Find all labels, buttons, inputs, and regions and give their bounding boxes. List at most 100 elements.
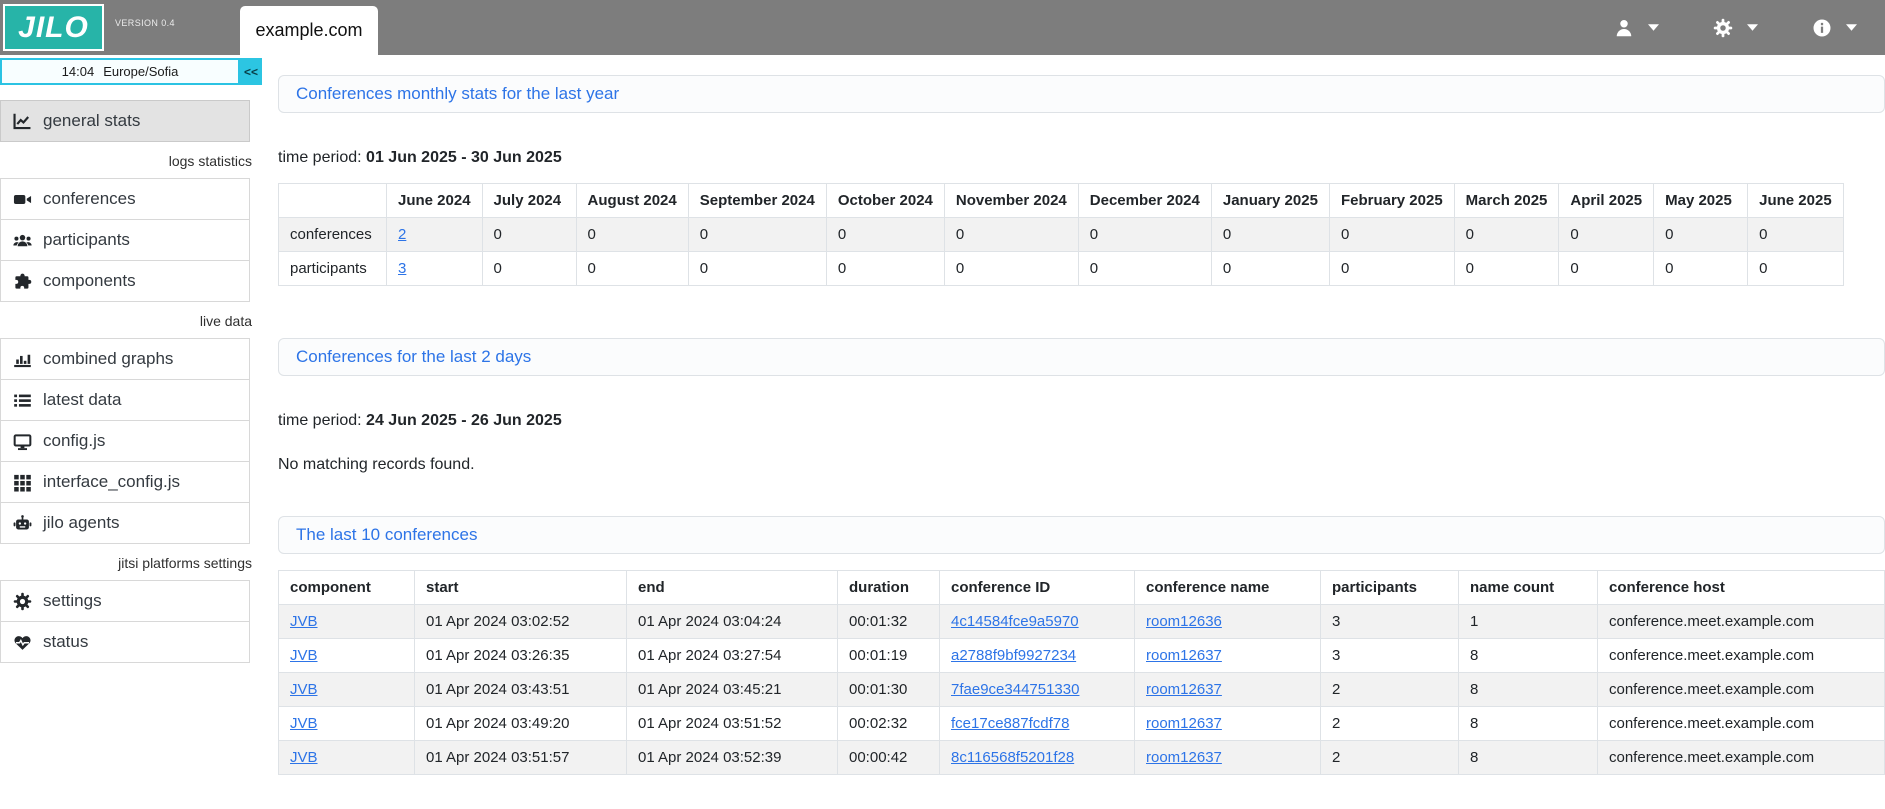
stat-cell: 3 [386,251,483,286]
component-link[interactable]: JVB [290,613,318,630]
conference-id-link[interactable]: 4c14584fce9a5970 [951,613,1079,630]
stat-cell: 0 [1653,217,1749,252]
stat-cell: 0 [1453,251,1560,286]
sidebar-item-latest-data[interactable]: latest data [0,379,250,421]
sidebar-item-components[interactable]: components [0,260,250,302]
column-header: January 2025 [1210,183,1330,218]
sidebar-item-combined-graphs[interactable]: combined graphs [0,338,250,380]
app-logo-text: JILO [18,10,89,44]
stat-cell: 0 [687,251,827,286]
platform-tab[interactable]: example.com [240,6,378,55]
cell: JVB [278,740,415,775]
cell: 01 Apr 2024 03:02:52 [414,604,627,639]
column-header: February 2025 [1328,183,1455,218]
sidebar-item-interface-config-js[interactable]: interface_config.js [0,461,250,503]
table-row: JVB 01 Apr 2024 03:51:57 01 Apr 2024 03:52… [278,740,1885,775]
table-row: JVB 01 Apr 2024 03:43:51 01 Apr 2024 03:45… [278,672,1885,707]
stat-cell: 0 [1328,217,1455,252]
cell: JVB [278,672,415,707]
gear-icon [13,592,32,610]
cell: 1 [1458,604,1598,639]
puzzle-icon [15,273,32,289]
table-row: participants 3 0 0 0 0 0 0 0 0 0 0 0 0 [278,251,1844,286]
conference-name-link[interactable]: room12636 [1146,613,1222,630]
column-header: September 2024 [687,183,827,218]
cell: room12637 [1134,706,1321,741]
column-header: June 2024 [386,183,483,218]
cell: 3 [1320,638,1459,673]
table-row: JVB 01 Apr 2024 03:49:20 01 Apr 2024 03:51… [278,706,1885,741]
info-menu[interactable] [1812,18,1857,38]
cell: JVB [278,638,415,673]
grid-icon [14,474,31,492]
component-link[interactable]: JVB [290,681,318,698]
cell: 01 Apr 2024 03:51:57 [414,740,627,775]
sidebar-collapse-button[interactable]: << [240,58,262,85]
cell: JVB [278,604,415,639]
robot-icon [13,514,32,529]
sidebar-item-config-js[interactable]: config.js [0,420,250,462]
stat-cell: 0 [1747,251,1844,286]
cell: 01 Apr 2024 03:27:54 [626,638,838,673]
conference-name-link[interactable]: room12637 [1146,715,1222,732]
video-icon [13,194,32,204]
bar-chart-icon [14,354,31,367]
cell: 3 [1320,604,1459,639]
component-link[interactable]: JVB [290,715,318,732]
cell: 01 Apr 2024 03:45:21 [626,672,838,707]
sidebar-item-status[interactable]: status [0,621,250,663]
conference-name-link[interactable]: room12637 [1146,647,1222,664]
conferences-count-link[interactable]: 2 [398,226,407,243]
conference-name-link[interactable]: room12637 [1146,749,1222,766]
conference-id-link[interactable]: 8c116568f5201f28 [951,749,1075,766]
sidebar-item-participants[interactable]: participants [0,219,250,261]
participants-count-link[interactable]: 3 [398,260,407,277]
cell: 01 Apr 2024 03:04:24 [626,604,838,639]
component-link[interactable]: JVB [290,749,318,766]
stat-cell: 0 [1653,251,1749,286]
column-header: December 2024 [1077,183,1212,218]
settings-menu[interactable] [1713,18,1758,38]
conference-id-link[interactable]: a2788f9bf9927234 [951,647,1077,664]
conference-id-link[interactable]: fce17ce887fcdf78 [951,715,1070,732]
conference-name-link[interactable]: room12637 [1146,681,1222,698]
column-header: end [626,570,838,605]
cell: room12637 [1134,638,1321,673]
monthly-stats-title: Conferences monthly stats for the last y… [296,84,620,103]
stat-cell: 0 [1077,217,1212,252]
stat-cell: 0 [1558,217,1655,252]
cell: 8 [1458,740,1598,775]
user-menu[interactable] [1614,18,1659,38]
info-icon [1813,19,1831,36]
cell: 8 [1458,706,1598,741]
stat-cell: 2 [386,217,483,252]
column-header: participants [1320,570,1459,605]
app-version: VERSION 0.4 [115,18,175,28]
sidebar-item-label: general stats [43,111,141,130]
conference-id-link[interactable]: 7fae9ce344751330 [951,681,1080,698]
stat-cell: 0 [1210,217,1330,252]
cell: 01 Apr 2024 03:52:39 [626,740,838,775]
header-menus [1614,0,1857,55]
component-link[interactable]: JVB [290,647,318,664]
cell: 2 [1320,740,1459,775]
sidebar-item-conferences[interactable]: conferences [0,178,250,220]
sidebar-item-label: participants [43,230,130,249]
cell: 8 [1458,672,1598,707]
sidebar-item-jilo-agents[interactable]: jilo agents [0,502,250,544]
cell: JVB [278,706,415,741]
cell: room12636 [1134,604,1321,639]
sidebar-item-general-stats[interactable]: general stats [0,100,250,142]
main-content: Conferences monthly stats for the last y… [262,55,1885,809]
column-header [278,183,387,218]
sidebar-time-row: 14:04 Europe/Sofia << [0,58,262,85]
cell: 01 Apr 2024 03:43:51 [414,672,627,707]
cell: 01 Apr 2024 03:51:52 [626,706,838,741]
chart-line-icon [13,113,31,129]
cell: conference.meet.example.com [1597,740,1885,775]
time-period-label: time period: [278,412,362,429]
row-label: conferences [278,217,387,252]
table-row: JVB 01 Apr 2024 03:02:52 01 Apr 2024 03:04… [278,604,1885,639]
column-header: November 2024 [943,183,1079,218]
sidebar-item-settings[interactable]: settings [0,580,250,622]
